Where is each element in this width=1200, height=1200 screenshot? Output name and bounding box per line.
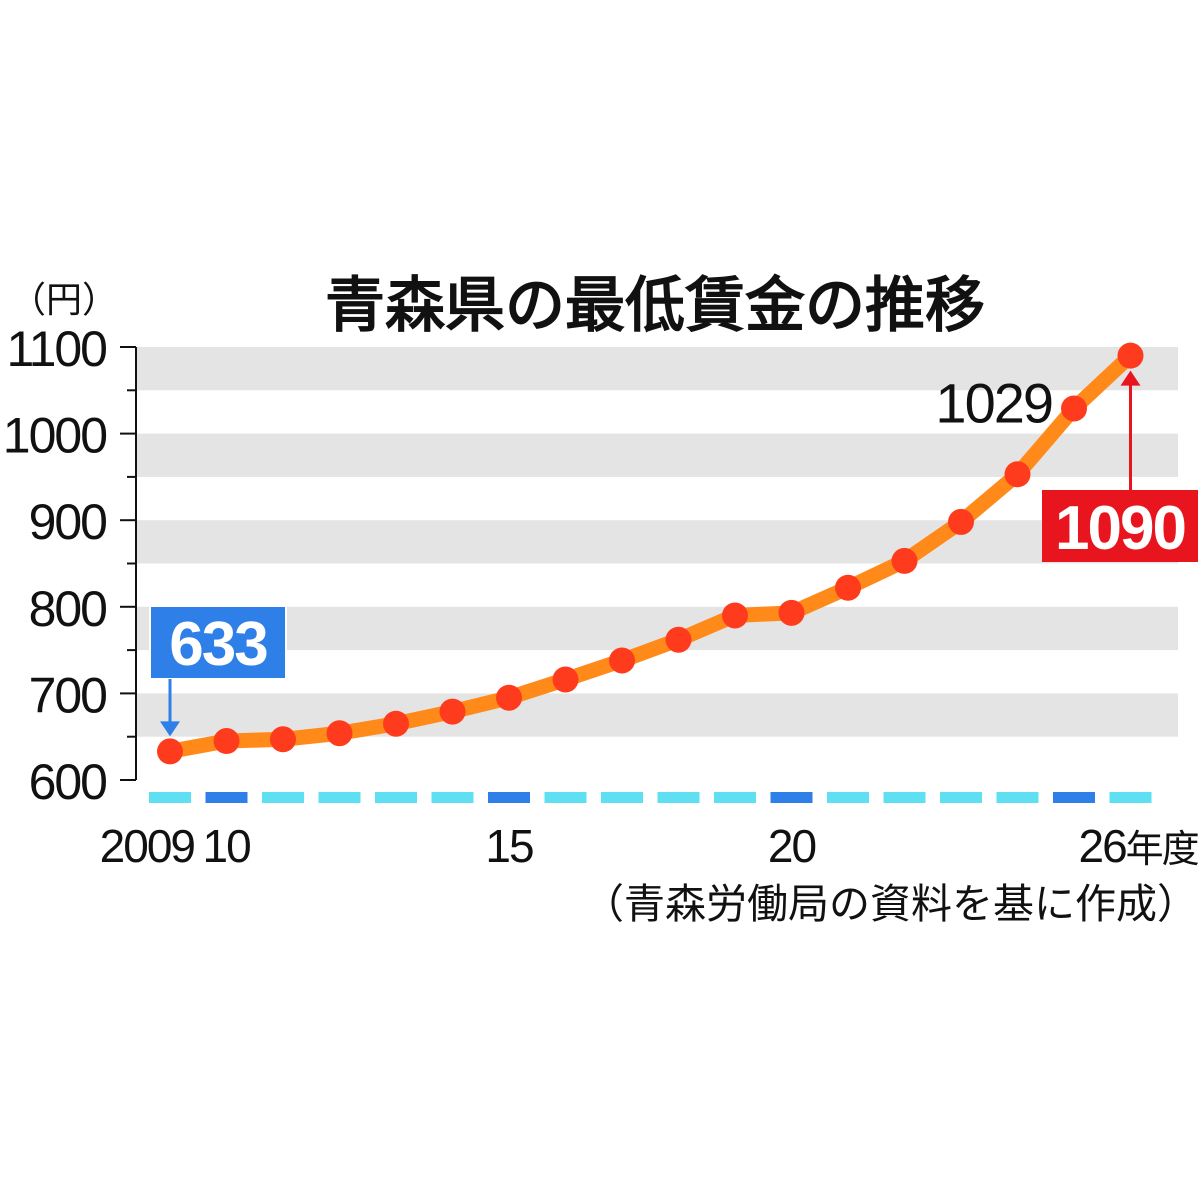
grid-band <box>136 693 1178 737</box>
x-tick-label: 20 <box>768 820 816 872</box>
x-axis-tick-labels: 2009 10 15 20 26年度 <box>100 820 1200 872</box>
x-year-segment <box>318 792 361 803</box>
data-point <box>496 684 522 711</box>
grid-band <box>136 433 1178 477</box>
y-tick-label: 900 <box>29 494 107 550</box>
data-point <box>891 547 918 574</box>
data-point <box>326 720 353 747</box>
y-tick-label: 800 <box>29 581 107 637</box>
source-note: （青森労働局の資料を基に作成） <box>583 880 1198 928</box>
data-point <box>157 738 183 765</box>
y-tick-label: 600 <box>29 754 107 810</box>
x-year-segment <box>601 792 643 803</box>
x-year-segment <box>714 792 756 803</box>
chart-title: 青森県の最低賃金の推移 <box>325 271 985 341</box>
data-point <box>722 602 748 629</box>
x-year-segment <box>431 792 474 803</box>
data-point <box>948 508 974 535</box>
y-axis: 600 700 800 900 1000 1100 <box>3 321 137 810</box>
end-value-box <box>1042 490 1198 562</box>
data-point <box>383 710 409 737</box>
x-year-segment <box>544 792 587 803</box>
x-year-segment <box>1053 792 1095 803</box>
x-year-segment <box>996 792 1039 803</box>
data-point <box>609 647 635 674</box>
y-axis-unit: （円） <box>10 280 118 321</box>
x-year-segment <box>149 792 191 803</box>
x-tick-suffix: 年度 <box>1126 827 1199 871</box>
x-year-segment <box>488 792 530 803</box>
end-arrow-head <box>1120 370 1141 386</box>
data-point <box>270 726 296 753</box>
x-year-segment <box>1109 792 1152 803</box>
y-tick-label: 700 <box>29 667 107 723</box>
x-year-segment <box>375 792 417 803</box>
x-tick-label: 10 <box>203 820 251 872</box>
series-line <box>157 342 1144 765</box>
x-year-segment <box>883 792 926 803</box>
start-arrow-head <box>160 721 180 737</box>
data-point <box>778 599 805 626</box>
data-point <box>665 626 692 653</box>
x-axis-year-strip <box>149 792 1152 803</box>
x-year-segment <box>770 792 813 803</box>
x-tick-label: 26年度 <box>1079 820 1199 872</box>
x-year-segment <box>262 792 304 803</box>
data-point <box>1004 461 1031 488</box>
data-point <box>439 698 466 725</box>
data-point <box>1117 342 1144 369</box>
y-tick-label: 1000 <box>3 408 106 464</box>
data-point <box>552 666 579 693</box>
x-year-segment <box>940 792 982 803</box>
grid-band <box>136 520 1178 564</box>
prev-value-label: 1029 <box>935 371 1052 434</box>
data-point <box>213 728 240 755</box>
grid-band <box>136 347 1178 391</box>
x-year-segment <box>657 792 700 803</box>
x-tick-label: 15 <box>485 820 533 872</box>
x-tick-label: 2009 <box>100 820 195 872</box>
x-year-segment <box>827 792 869 803</box>
data-point <box>835 574 861 601</box>
start-value-box <box>149 605 287 680</box>
start-value-label: 633 <box>169 610 267 679</box>
end-value-label: 1090 <box>1055 494 1185 563</box>
y-tick-label: 1100 <box>6 321 106 377</box>
data-point <box>1061 395 1087 422</box>
x-year-segment <box>205 792 248 803</box>
